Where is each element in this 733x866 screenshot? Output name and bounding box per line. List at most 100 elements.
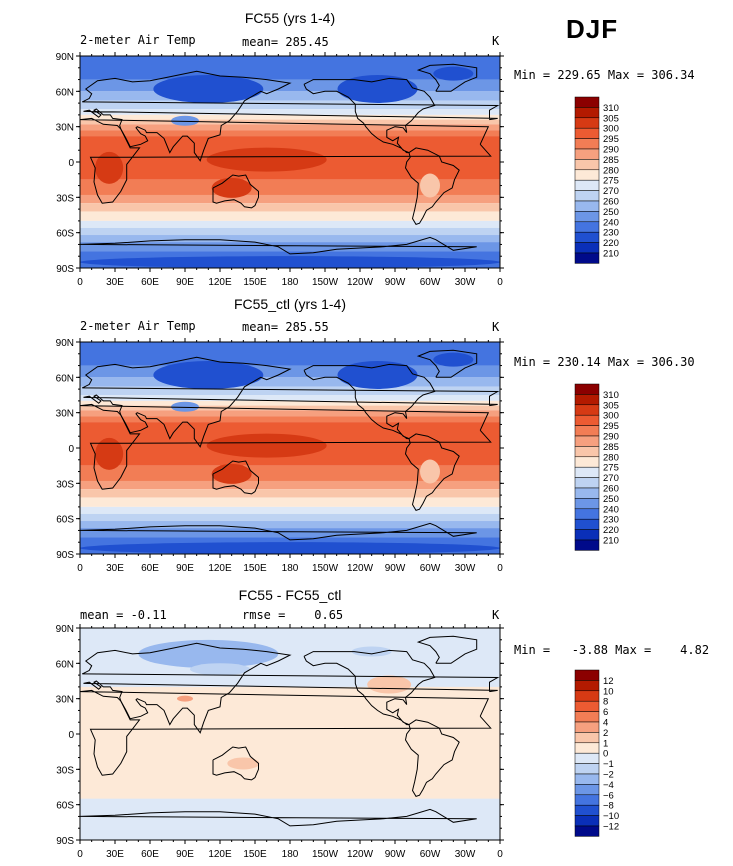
colorbar-swatch bbox=[574, 159, 600, 171]
lon-tick-label: 120E bbox=[208, 277, 232, 288]
colorbar-swatch bbox=[574, 127, 600, 139]
lon-tick-label: 150W bbox=[312, 563, 339, 574]
panel-2-minmax: Min = 230.14 Max = 306.30 bbox=[514, 355, 695, 369]
lat-tick-label: 30N bbox=[56, 123, 74, 134]
colorbar-label: 280 bbox=[603, 452, 619, 463]
lon-tick-label: 120W bbox=[347, 563, 374, 574]
colorbar-label: 280 bbox=[603, 165, 619, 176]
lon-tick-label: 30W bbox=[455, 277, 476, 288]
colorbar-swatch bbox=[574, 169, 600, 181]
colorbar-swatch bbox=[574, 466, 600, 478]
colorbar-label: −2 bbox=[603, 770, 614, 781]
colorbar-swatch bbox=[574, 487, 600, 499]
lon-tick-label: 150E bbox=[243, 277, 267, 288]
colorbar-label: 285 bbox=[603, 155, 619, 166]
colorbar-label: 300 bbox=[603, 411, 619, 422]
lon-tick-label: 60E bbox=[141, 563, 159, 574]
colorbar-label: 310 bbox=[603, 103, 619, 114]
panel-1-left-label: 2-meter Air Temp bbox=[80, 33, 196, 47]
colorbar-swatch bbox=[574, 825, 600, 837]
colorbar-swatch bbox=[574, 763, 600, 775]
colorbar-swatch bbox=[574, 498, 600, 510]
lon-tick-label: 150W bbox=[312, 277, 339, 288]
colorbar-label: 260 bbox=[603, 197, 619, 208]
lon-tick-label: 0 bbox=[497, 849, 503, 860]
colorbar-label: 285 bbox=[603, 442, 619, 453]
lat-tick-label: 30S bbox=[56, 193, 74, 204]
colorbar-swatch bbox=[574, 446, 600, 458]
colorbar-swatch bbox=[574, 711, 600, 723]
lon-tick-label: 90W bbox=[385, 849, 406, 860]
lon-tick-label: 90E bbox=[176, 563, 194, 574]
lat-tick-label: 30S bbox=[56, 479, 74, 490]
colorbar-label: −6 bbox=[603, 790, 614, 801]
colorbar-swatch bbox=[574, 242, 600, 254]
colorbar-label: 305 bbox=[603, 113, 619, 124]
colorbar-swatch bbox=[574, 414, 600, 426]
lat-tick-label: 60S bbox=[56, 229, 74, 240]
panel-1-colorbar: 3103053002952902852802752702602502402302… bbox=[574, 96, 619, 264]
panel-3-units: K bbox=[492, 608, 500, 622]
colorbar-label: −12 bbox=[603, 822, 619, 833]
colorbar-label: −10 bbox=[603, 811, 619, 822]
lon-tick-label: 60W bbox=[420, 849, 441, 860]
lon-tick-label: 0 bbox=[77, 277, 83, 288]
colorbar-swatch bbox=[574, 773, 600, 785]
colorbar-swatch bbox=[574, 456, 600, 468]
colorbar-label: 310 bbox=[603, 390, 619, 401]
colorbar-label: 230 bbox=[603, 228, 619, 239]
colorbar-swatch bbox=[574, 117, 600, 129]
lat-tick-label: 60S bbox=[56, 515, 74, 526]
colorbar-label: 210 bbox=[603, 536, 619, 547]
lon-tick-label: 30W bbox=[455, 563, 476, 574]
lon-tick-label: 180 bbox=[282, 277, 299, 288]
colorbar-label: 4 bbox=[603, 718, 608, 729]
colorbar-label: 240 bbox=[603, 217, 619, 228]
colorbar-swatch bbox=[574, 200, 600, 212]
colorbar-swatch bbox=[574, 383, 600, 395]
panel-3-left-label: mean = -0.11 bbox=[80, 608, 167, 622]
panel-3-center-label: rmse = 0.65 bbox=[242, 608, 344, 622]
colorbar-swatch bbox=[574, 669, 600, 681]
colorbar-swatch bbox=[574, 148, 600, 160]
colorbar-swatch bbox=[574, 211, 600, 223]
lon-tick-label: 60E bbox=[141, 277, 159, 288]
colorbar-label: 2 bbox=[603, 728, 608, 739]
panel-1-title: FC55 (yrs 1-4) bbox=[244, 10, 336, 26]
colorbar-label: −8 bbox=[603, 801, 614, 812]
lon-tick-label: 150E bbox=[243, 849, 267, 860]
panel-1-units: K bbox=[492, 34, 500, 48]
colorbar-swatch bbox=[574, 425, 600, 437]
colorbar-swatch bbox=[574, 680, 600, 692]
colorbar-swatch bbox=[574, 539, 600, 551]
lon-tick-label: 180 bbox=[282, 849, 299, 860]
colorbar-swatch bbox=[574, 394, 600, 406]
colorbar-swatch bbox=[574, 477, 600, 489]
colorbar-swatch bbox=[574, 784, 600, 796]
colorbar-swatch bbox=[574, 138, 600, 150]
colorbar-label: 305 bbox=[603, 400, 619, 411]
lat-tick-label: 0 bbox=[68, 730, 74, 741]
colorbar-swatch bbox=[574, 179, 600, 191]
lat-tick-label: 60N bbox=[56, 87, 74, 98]
colorbar-label: 250 bbox=[603, 207, 619, 218]
colorbar-swatch bbox=[574, 752, 600, 764]
colorbar-label: 240 bbox=[603, 504, 619, 515]
lon-tick-label: 0 bbox=[77, 849, 83, 860]
lon-tick-label: 30W bbox=[455, 849, 476, 860]
colorbar-label: 270 bbox=[603, 186, 619, 197]
colorbar-label: 10 bbox=[603, 686, 614, 697]
lat-tick-label: 30N bbox=[56, 409, 74, 420]
colorbar-swatch bbox=[574, 221, 600, 233]
lat-tick-label: 0 bbox=[68, 158, 74, 169]
colorbar-label: 210 bbox=[603, 249, 619, 260]
colorbar-label: −4 bbox=[603, 780, 614, 791]
colorbar-label: −1 bbox=[603, 759, 614, 770]
season-label: DJF bbox=[566, 14, 619, 44]
lon-tick-label: 30E bbox=[106, 277, 124, 288]
lat-tick-label: 90N bbox=[56, 338, 74, 349]
lat-tick-label: 90N bbox=[56, 624, 74, 635]
